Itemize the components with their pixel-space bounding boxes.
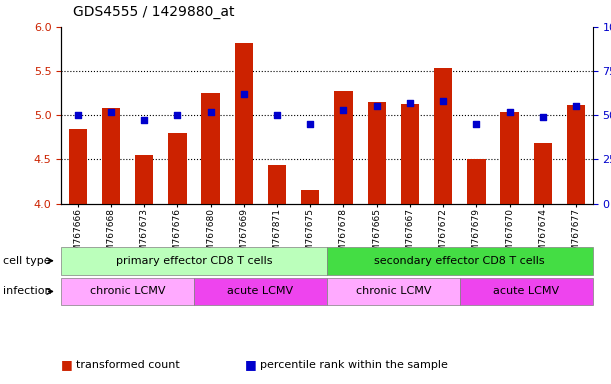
- Bar: [567, 104, 585, 204]
- Point: [106, 109, 116, 115]
- Point: [472, 121, 481, 127]
- Point: [372, 103, 382, 109]
- Text: acute LCMV: acute LCMV: [227, 286, 293, 296]
- Bar: [235, 43, 253, 204]
- Text: secondary effector CD8 T cells: secondary effector CD8 T cells: [375, 256, 545, 266]
- Bar: [268, 165, 286, 204]
- Text: percentile rank within the sample: percentile rank within the sample: [260, 360, 447, 370]
- Point: [505, 109, 514, 115]
- Bar: [368, 102, 386, 204]
- Text: chronic LCMV: chronic LCMV: [356, 286, 431, 296]
- Bar: [334, 91, 353, 204]
- Bar: [434, 68, 452, 204]
- Bar: [68, 129, 87, 204]
- Text: chronic LCMV: chronic LCMV: [90, 286, 166, 296]
- Text: acute LCMV: acute LCMV: [493, 286, 559, 296]
- Bar: [467, 159, 486, 204]
- Point: [139, 118, 149, 124]
- Point: [538, 114, 547, 120]
- Bar: [500, 112, 519, 204]
- Bar: [102, 108, 120, 204]
- Bar: [401, 104, 419, 204]
- Point: [405, 100, 415, 106]
- Text: transformed count: transformed count: [76, 360, 180, 370]
- Text: primary effector CD8 T cells: primary effector CD8 T cells: [115, 256, 273, 266]
- Point: [306, 121, 315, 127]
- Point: [438, 98, 448, 104]
- Point: [239, 91, 249, 97]
- Text: ■: ■: [244, 358, 256, 371]
- Text: GDS4555 / 1429880_at: GDS4555 / 1429880_at: [73, 5, 235, 19]
- Point: [338, 107, 348, 113]
- Bar: [301, 190, 320, 204]
- Text: ■: ■: [61, 358, 73, 371]
- Point: [172, 112, 182, 118]
- Text: cell type: cell type: [3, 256, 51, 266]
- Point: [73, 112, 82, 118]
- Bar: [533, 144, 552, 204]
- Bar: [202, 93, 220, 204]
- Bar: [135, 155, 153, 204]
- Bar: [168, 133, 186, 204]
- Point: [272, 112, 282, 118]
- Point: [206, 109, 216, 115]
- Text: infection: infection: [3, 286, 52, 296]
- Point: [571, 103, 581, 109]
